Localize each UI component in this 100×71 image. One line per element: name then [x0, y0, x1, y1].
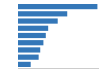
- bar: [18, 18, 58, 23]
- bar: [18, 40, 43, 45]
- bar: [18, 33, 46, 38]
- bar: [18, 11, 67, 16]
- bar: [18, 47, 40, 52]
- bar: [18, 62, 31, 67]
- x-axis-line: [18, 68, 99, 69]
- bar: [18, 4, 97, 9]
- bars: [18, 4, 97, 67]
- bar: [18, 26, 48, 31]
- chart: [0, 0, 100, 71]
- chart-container: [0, 0, 100, 71]
- bar: [18, 55, 39, 60]
